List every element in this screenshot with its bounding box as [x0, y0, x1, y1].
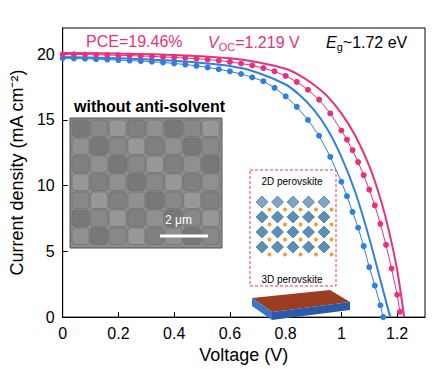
svg-text:without anti-solvent: without anti-solvent	[73, 98, 226, 115]
svg-text:PCE=19.46%: PCE=19.46%	[86, 33, 183, 50]
svg-text:0.2: 0.2	[107, 325, 129, 342]
svg-text:0: 0	[58, 325, 67, 342]
svg-text:3D perovskite: 3D perovskite	[261, 274, 323, 285]
svg-text:15: 15	[37, 111, 55, 128]
svg-text:2 μm: 2 μm	[165, 213, 192, 227]
svg-text:~1.72 eV: ~1.72 eV	[343, 34, 408, 51]
svg-text:10: 10	[37, 177, 55, 194]
svg-text:g: g	[336, 40, 343, 53]
svg-text:V: V	[208, 34, 219, 51]
svg-text:0: 0	[46, 309, 55, 326]
svg-text:Current density (mA cm⁻²): Current density (mA cm⁻²)	[7, 70, 27, 276]
svg-text:1.2: 1.2	[386, 325, 408, 342]
svg-text:=1.219 V: =1.219 V	[235, 34, 300, 51]
svg-text:E: E	[326, 34, 337, 51]
svg-text:0.4: 0.4	[163, 325, 185, 342]
svg-text:5: 5	[46, 243, 55, 260]
svg-text:0.8: 0.8	[275, 325, 297, 342]
svg-text:OC: OC	[219, 41, 236, 53]
svg-text:2D perovskite: 2D perovskite	[261, 176, 323, 187]
svg-text:20: 20	[37, 46, 55, 63]
svg-text:Voltage (V): Voltage (V)	[199, 345, 288, 365]
svg-text:0.6: 0.6	[219, 325, 241, 342]
svg-text:1: 1	[337, 325, 346, 342]
